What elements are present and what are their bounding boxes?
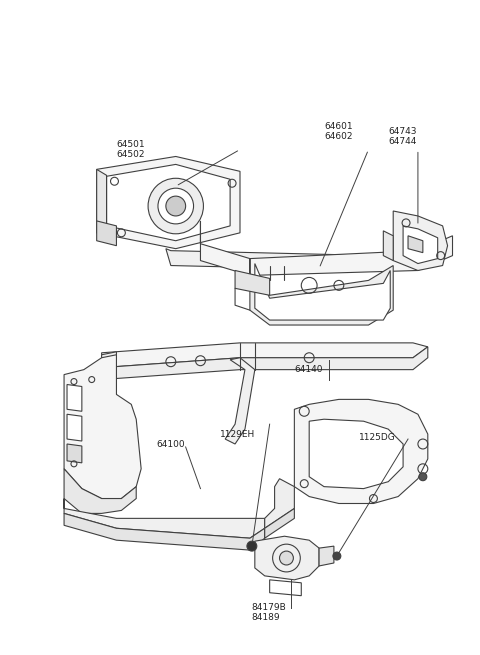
Text: 64601
64602: 64601 64602 [324,122,353,141]
Text: 84179B
84189: 84179B 84189 [252,603,287,622]
Polygon shape [107,164,230,241]
Polygon shape [255,536,319,580]
Circle shape [419,473,427,481]
Circle shape [279,551,293,565]
Circle shape [166,196,186,216]
Polygon shape [250,259,393,325]
Polygon shape [319,546,334,566]
Polygon shape [102,347,428,379]
Polygon shape [403,226,438,263]
Polygon shape [309,419,403,489]
Circle shape [158,188,193,224]
Polygon shape [235,271,270,295]
Circle shape [247,541,257,551]
Polygon shape [64,469,136,514]
Polygon shape [96,221,117,246]
Polygon shape [96,170,107,239]
Polygon shape [225,358,255,444]
Polygon shape [102,365,117,407]
Polygon shape [166,241,428,271]
Polygon shape [67,414,82,441]
Polygon shape [270,580,301,595]
Polygon shape [67,384,82,411]
Polygon shape [393,211,447,271]
Polygon shape [102,352,117,407]
Polygon shape [64,498,264,538]
Polygon shape [64,514,264,550]
Text: 64100: 64100 [156,440,185,449]
Circle shape [333,552,341,560]
Polygon shape [294,400,428,504]
Polygon shape [408,236,423,253]
Polygon shape [67,444,82,463]
Polygon shape [264,479,294,529]
Polygon shape [96,157,240,249]
Text: 1129EH: 1129EH [220,430,255,439]
Text: 64501
64502: 64501 64502 [117,140,145,159]
Text: 64140: 64140 [294,365,323,374]
Polygon shape [64,355,141,498]
Polygon shape [255,263,390,320]
Polygon shape [264,508,294,538]
Circle shape [148,178,204,234]
Text: 64743
64744: 64743 64744 [388,127,417,146]
Text: 1125DG: 1125DG [359,432,396,441]
Polygon shape [201,221,453,276]
Polygon shape [384,231,393,261]
Polygon shape [102,343,428,367]
